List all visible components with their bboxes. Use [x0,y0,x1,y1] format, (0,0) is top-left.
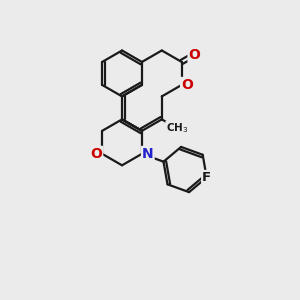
Text: O: O [188,48,200,62]
Text: CH$_3$: CH$_3$ [166,121,188,135]
Text: O: O [181,78,193,92]
Text: O: O [90,147,102,161]
Text: F: F [202,171,211,184]
Text: N: N [142,147,154,161]
